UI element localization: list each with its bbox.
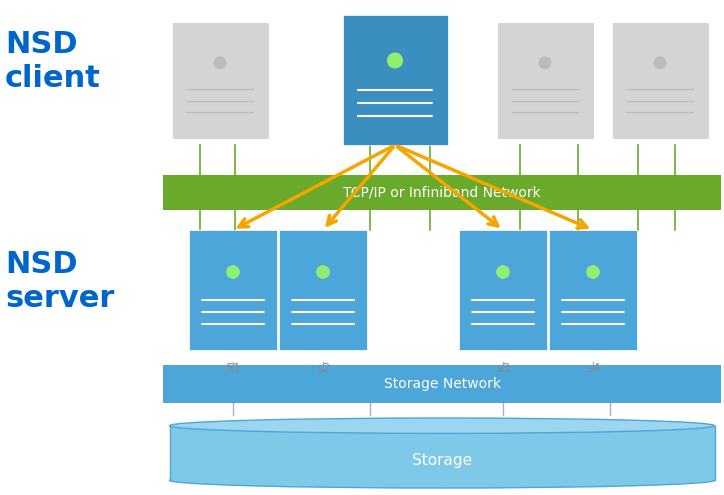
FancyBboxPatch shape [163,365,721,403]
FancyBboxPatch shape [189,230,277,350]
FancyBboxPatch shape [172,22,267,138]
FancyBboxPatch shape [497,22,592,138]
Ellipse shape [169,418,715,434]
Text: S1: S1 [225,362,241,375]
Text: s2: s2 [316,362,330,375]
FancyBboxPatch shape [163,175,721,210]
Circle shape [539,57,551,68]
FancyBboxPatch shape [549,230,637,350]
Text: s4: s4 [586,362,600,375]
Circle shape [317,266,329,278]
FancyBboxPatch shape [459,230,547,350]
Text: Storage: Storage [412,453,472,468]
Circle shape [654,57,665,68]
Ellipse shape [169,473,715,488]
Text: s3: s3 [496,362,510,375]
Text: NSD
server: NSD server [5,250,114,313]
Circle shape [227,266,239,278]
Circle shape [214,57,226,68]
Circle shape [587,266,599,278]
FancyBboxPatch shape [613,22,707,138]
FancyBboxPatch shape [279,230,367,350]
Text: NSD
client: NSD client [5,30,101,93]
Text: TCP/IP or Infiniband Network: TCP/IP or Infiniband Network [343,186,541,199]
Circle shape [497,266,509,278]
Circle shape [387,53,403,68]
FancyBboxPatch shape [342,15,447,145]
Bar [169,426,715,480]
Text: Storage Network: Storage Network [384,377,500,391]
